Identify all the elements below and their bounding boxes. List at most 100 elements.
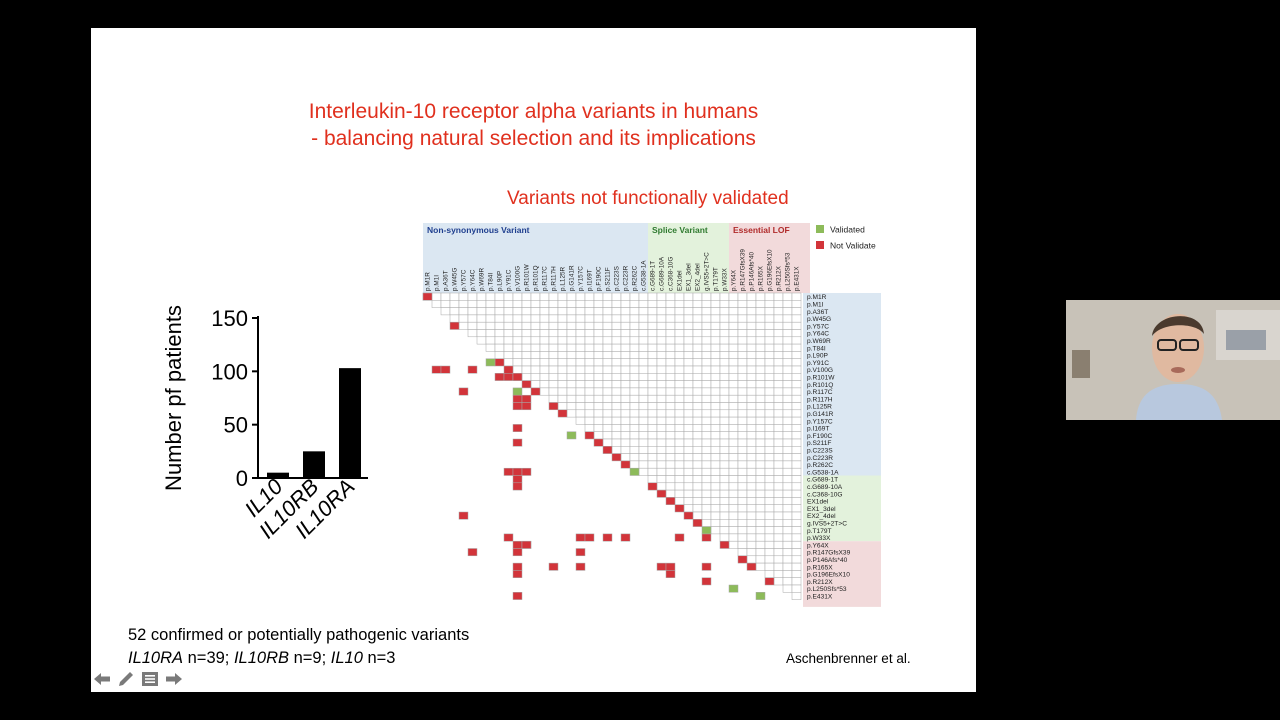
grid-cell bbox=[728, 329, 739, 338]
column-label: EX1_3del bbox=[686, 263, 693, 291]
grid-cell bbox=[782, 497, 793, 505]
grid-cell bbox=[728, 402, 739, 411]
grid-cell bbox=[683, 453, 694, 462]
grid-cell bbox=[431, 300, 442, 308]
grid-cell bbox=[701, 358, 712, 367]
grid-cell bbox=[791, 438, 802, 447]
column-label: p.P146Afs*40 bbox=[749, 251, 756, 291]
grid-cell bbox=[629, 424, 640, 432]
grid-cell bbox=[710, 336, 721, 345]
grid-cell bbox=[692, 409, 703, 418]
grid-cell bbox=[701, 416, 712, 425]
column-label: c.G689-10A bbox=[659, 256, 666, 291]
grid-cell bbox=[737, 373, 748, 381]
grid-cell bbox=[584, 358, 595, 367]
grid-cell bbox=[737, 519, 748, 527]
grid-cell bbox=[710, 431, 721, 440]
presenter-video bbox=[1066, 300, 1280, 420]
grid-cell bbox=[449, 314, 460, 323]
grid-cell bbox=[521, 365, 532, 374]
not-validated-cell bbox=[467, 548, 478, 557]
grid-cell bbox=[665, 446, 676, 454]
grid-cell bbox=[539, 351, 550, 359]
grid-cell bbox=[773, 351, 784, 359]
grid-cell bbox=[773, 394, 784, 403]
row-label: p.T179T bbox=[807, 528, 832, 535]
grid-cell bbox=[638, 321, 649, 330]
grid-cell bbox=[584, 321, 595, 330]
grid-cell bbox=[710, 409, 721, 418]
grid-cell bbox=[737, 358, 748, 367]
grid-cell bbox=[782, 562, 793, 571]
grid-cell bbox=[728, 540, 739, 549]
pen-tool-button[interactable] bbox=[117, 670, 135, 688]
grid-cell bbox=[764, 562, 775, 571]
grid-cell bbox=[692, 365, 703, 374]
column-label: p.L250Sfs*53 bbox=[785, 252, 792, 291]
row-label: p.R117H bbox=[807, 396, 833, 403]
grid-cell bbox=[602, 365, 613, 374]
grid-cell bbox=[773, 482, 784, 491]
grid-cell bbox=[764, 300, 775, 308]
row-label: p.A36T bbox=[807, 309, 828, 316]
grid-cell bbox=[746, 467, 757, 476]
grid-cell bbox=[503, 292, 514, 301]
grid-cell bbox=[665, 387, 676, 396]
previous-slide-button[interactable] bbox=[93, 670, 111, 688]
grid-cell bbox=[674, 416, 685, 425]
not-validated-cell bbox=[422, 292, 433, 301]
grid-cell bbox=[710, 300, 721, 308]
grid-cell bbox=[719, 482, 730, 491]
grid-cell bbox=[584, 409, 595, 418]
grid-cell bbox=[674, 307, 685, 316]
grid-cell bbox=[692, 292, 703, 301]
grid-cell bbox=[557, 365, 568, 374]
grid-cell bbox=[656, 307, 667, 316]
grid-cell bbox=[584, 329, 595, 338]
grid-cell bbox=[782, 292, 793, 301]
grid-cell bbox=[638, 314, 649, 323]
grid-cell bbox=[773, 453, 784, 462]
grid-cell bbox=[575, 292, 586, 301]
grid-cell bbox=[512, 307, 523, 316]
grid-cell bbox=[539, 300, 550, 308]
grid-cell bbox=[710, 343, 721, 352]
grid-cell bbox=[710, 519, 721, 527]
grid-cell bbox=[647, 307, 658, 316]
grid-cell bbox=[728, 467, 739, 476]
grid-cell bbox=[692, 373, 703, 381]
not-validated-cell bbox=[701, 577, 712, 586]
grid-cell bbox=[701, 292, 712, 301]
grid-cell bbox=[737, 548, 748, 557]
grid-cell bbox=[746, 489, 757, 498]
menu-icon bbox=[142, 672, 158, 686]
slide-menu-button[interactable] bbox=[141, 670, 159, 688]
grid-cell bbox=[638, 307, 649, 316]
grid-cell bbox=[494, 329, 505, 338]
grid-cell bbox=[476, 307, 487, 316]
grid-cell bbox=[719, 343, 730, 352]
grid-cell bbox=[791, 540, 802, 549]
grid-cell bbox=[494, 343, 505, 352]
grid-cell bbox=[710, 482, 721, 491]
row-label: c.G538-1A bbox=[807, 469, 839, 476]
grid-cell bbox=[746, 314, 757, 323]
grid-cell bbox=[656, 358, 667, 367]
grid-cell bbox=[620, 351, 631, 359]
grid-cell bbox=[584, 351, 595, 359]
grid-cell bbox=[584, 402, 595, 411]
grid-cell bbox=[764, 467, 775, 476]
gene-il10rb: IL10RB bbox=[233, 649, 290, 667]
grid-cell bbox=[566, 307, 577, 316]
grid-cell bbox=[485, 292, 496, 301]
row-label: p.R212X bbox=[807, 579, 833, 586]
column-label: EX1del bbox=[677, 270, 684, 291]
grid-cell bbox=[782, 380, 793, 389]
row-label: p.Y157C bbox=[807, 418, 833, 425]
grid-cell bbox=[719, 394, 730, 403]
grid-cell bbox=[548, 307, 559, 316]
next-slide-button[interactable] bbox=[165, 670, 183, 688]
row-label: c.C368-10G bbox=[807, 491, 843, 498]
row-label: p.R262C bbox=[807, 462, 833, 469]
grid-cell bbox=[701, 307, 712, 316]
